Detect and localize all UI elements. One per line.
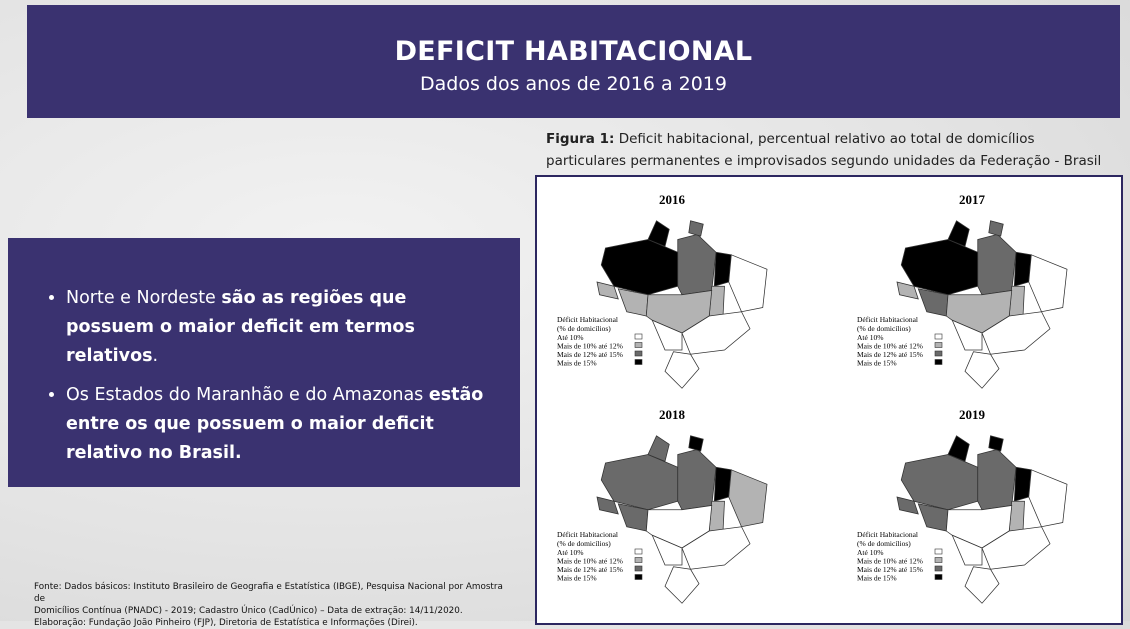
- state: [965, 352, 999, 389]
- bullet: Norte e Nordeste são as regiões que poss…: [66, 284, 494, 371]
- legend-subtitle: (% de domicílios): [557, 539, 611, 548]
- map: [597, 221, 767, 388]
- legend-swatch: [635, 549, 642, 554]
- state: [665, 567, 699, 604]
- legend-item: Mais de 15%: [557, 574, 597, 583]
- bullet-box: Norte e Nordeste são as regiões que poss…: [8, 238, 520, 487]
- legend-title: Déficit Habitacional: [857, 530, 918, 539]
- bullet-list: Norte e Nordeste são as regiões que poss…: [8, 284, 520, 468]
- legend-item: Mais de 15%: [857, 359, 897, 368]
- map: [897, 221, 1067, 388]
- legend-swatch: [935, 558, 942, 563]
- legend-swatch: [635, 360, 642, 365]
- legend-subtitle: (% de domicílios): [857, 324, 911, 333]
- map-year: 2016: [659, 192, 686, 207]
- state: [978, 449, 1016, 509]
- source-line: Elaboração: Fundação João Pinheiro (FJP)…: [34, 617, 504, 629]
- legend-title: Déficit Habitacional: [557, 315, 618, 324]
- state: [1029, 255, 1067, 312]
- bullet-text: Os Estados do Maranhão e do Amazonas: [66, 385, 429, 405]
- legend-swatch: [935, 360, 942, 365]
- legend-swatch: [935, 549, 942, 554]
- legend-title: Déficit Habitacional: [857, 315, 918, 324]
- state: [729, 255, 767, 312]
- bullet-text: Norte e Nordeste: [66, 288, 221, 308]
- header: DEFICIT HABITACIONAL Dados dos anos de 2…: [27, 5, 1120, 118]
- map-year: 2019: [959, 407, 986, 422]
- state: [689, 221, 703, 236]
- figure-label: Figura 1:: [546, 131, 614, 147]
- legend-swatch: [935, 351, 942, 356]
- state: [1029, 470, 1067, 527]
- legend-item: Mais de 15%: [557, 359, 597, 368]
- legend-swatch: [635, 558, 642, 563]
- map-year: 2018: [659, 407, 686, 422]
- legend-swatch: [635, 343, 642, 348]
- legend-item: Mais de 15%: [857, 574, 897, 583]
- title: DEFICIT HABITACIONAL: [27, 36, 1120, 67]
- state: [978, 234, 1016, 294]
- legend-subtitle: (% de domicílios): [857, 539, 911, 548]
- source-line: Fonte: Dados básicos: Instituto Brasilei…: [34, 581, 504, 605]
- state: [965, 567, 999, 604]
- legend-swatch: [935, 334, 942, 339]
- source: Fonte: Dados básicos: Instituto Brasilei…: [34, 581, 504, 629]
- map: [897, 436, 1067, 603]
- legend-subtitle: (% de domicílios): [557, 324, 611, 333]
- state: [689, 436, 703, 451]
- map-year: 2017: [959, 192, 986, 207]
- legend-swatch: [935, 575, 942, 580]
- subtitle: Dados dos anos de 2016 a 2019: [27, 73, 1120, 95]
- legend-swatch: [935, 566, 942, 571]
- state: [678, 449, 716, 509]
- legend-title: Déficit Habitacional: [557, 530, 618, 539]
- legend-swatch: [935, 343, 942, 348]
- state: [665, 352, 699, 389]
- bullet-text: .: [153, 346, 159, 366]
- page: Deficit Habitacional html, body { margin…: [0, 0, 1130, 621]
- state: [989, 221, 1003, 236]
- state: [989, 436, 1003, 451]
- legend-swatch: [635, 334, 642, 339]
- legend-swatch: [635, 566, 642, 571]
- state: [678, 234, 716, 294]
- bullet: Os Estados do Maranhão e do Amazonas est…: [66, 381, 494, 468]
- legend-swatch: [635, 351, 642, 356]
- source-line: Domicílios Contínua (PNADC) - 2019; Cada…: [34, 605, 504, 617]
- slide: {"header": {"title": "DEFICIT HABITACION…: [0, 0, 1130, 621]
- legend-swatch: [635, 575, 642, 580]
- map: [597, 436, 767, 603]
- state: [729, 470, 767, 527]
